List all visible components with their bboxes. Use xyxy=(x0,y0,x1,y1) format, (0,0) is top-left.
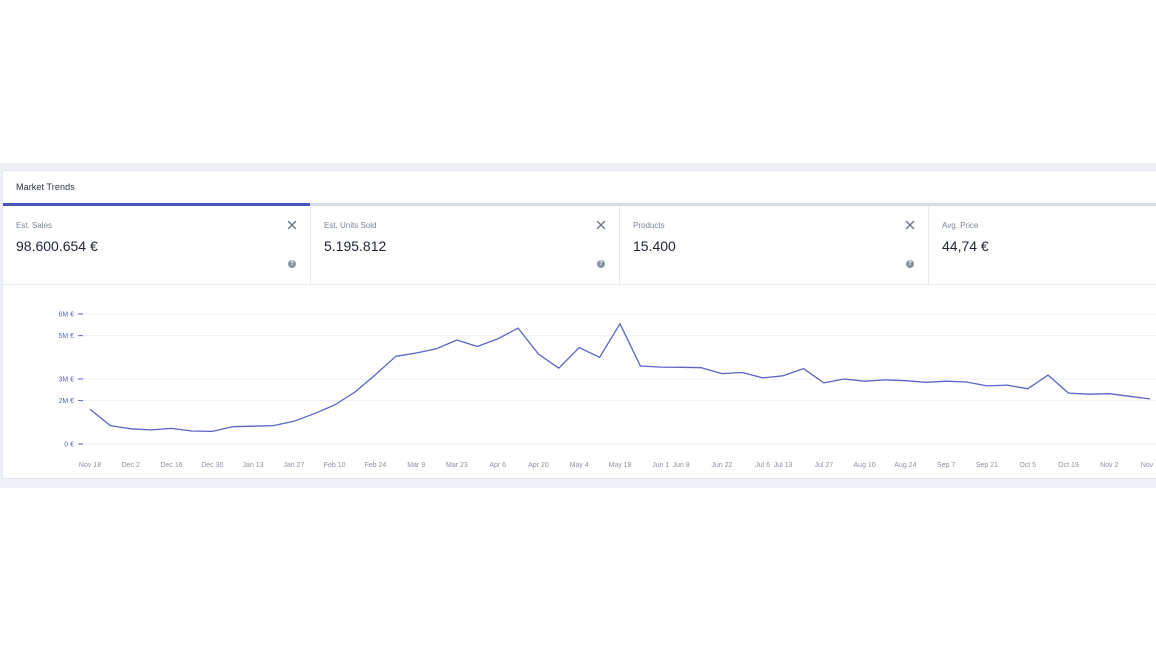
metric-label: Products xyxy=(633,221,665,230)
close-icon[interactable] xyxy=(287,220,297,230)
market-trends-card: Market Trends Est. Sales 98.600.654 € ? … xyxy=(2,170,1156,479)
metric-tab-avg-price[interactable]: Avg. Price 44,74 € xyxy=(929,206,1156,285)
metric-value: 15.400 xyxy=(633,238,676,254)
metric-value: 98.600.654 € xyxy=(16,238,98,254)
y-tick-label: 0 € xyxy=(64,442,74,449)
card-title: Market Trends xyxy=(16,182,75,192)
close-icon[interactable] xyxy=(596,220,606,230)
x-tick-label: Mar 9 xyxy=(407,462,425,469)
close-icon[interactable] xyxy=(905,220,915,230)
question-mark-icon[interactable]: ? xyxy=(288,260,296,268)
x-tick-label: Jan 27 xyxy=(283,462,304,469)
x-tick-label: Sep 21 xyxy=(976,462,998,469)
x-tick-label: Oct 19 xyxy=(1058,462,1079,469)
x-tick-label: Jun 22 xyxy=(711,462,732,469)
question-mark-icon[interactable]: ? xyxy=(597,260,605,268)
metric-tabs-indicator xyxy=(3,203,1156,206)
metrics-row: Est. Sales 98.600.654 € ? Est. Units Sol… xyxy=(3,206,1156,285)
x-tick-label: Feb 10 xyxy=(324,462,346,469)
card-header: Market Trends xyxy=(3,171,1156,205)
x-tick-label: Mar 23 xyxy=(446,462,468,469)
x-tick-label: Sep 7 xyxy=(937,462,955,469)
x-tick-label: Jun 1 xyxy=(652,462,669,469)
metric-tab-est-units-sold[interactable]: Est. Units Sold 5.195.812 ? xyxy=(311,206,620,285)
x-tick-label: Jun 8 xyxy=(673,462,690,469)
x-tick-label: May 18 xyxy=(609,462,632,469)
y-tick-label: 5M € xyxy=(58,333,74,340)
y-tick-label: 6M € xyxy=(58,312,74,319)
x-tick-label: May 4 xyxy=(570,462,589,469)
x-tick-label: Jan 13 xyxy=(243,462,264,469)
metric-value: 5.195.812 xyxy=(324,238,387,254)
x-tick-label: Jul 6 xyxy=(755,462,770,469)
question-mark-icon[interactable]: ? xyxy=(906,260,914,268)
sales-line-chart: 0 € 2M € 3M € 5M € 6M € Nov 18 Dec 2 Dec 16 Dec … xyxy=(58,312,1156,469)
x-tick-label: Dec 16 xyxy=(160,462,182,469)
x-tick-label: Nov 18 xyxy=(79,462,101,469)
y-tick-label: 3M € xyxy=(58,377,74,384)
x-tick-label: Dec 30 xyxy=(201,462,223,469)
metric-label: Avg. Price xyxy=(942,221,979,230)
metric-label: Est. Sales xyxy=(16,221,53,230)
x-tick-label: Aug 10 xyxy=(854,462,876,469)
series-line xyxy=(89,323,1151,433)
metric-value: 44,74 € xyxy=(942,238,989,254)
x-tick-label: Nov 2 xyxy=(1100,462,1118,469)
x-tick-label: Nov 1 xyxy=(1141,462,1156,469)
metric-label: Est. Units Sold xyxy=(324,221,377,230)
active-tab-indicator xyxy=(3,203,310,206)
y-tick-label: 2M € xyxy=(58,398,74,405)
x-tick-label: Dec 2 xyxy=(122,462,140,469)
x-tick-label: Aug 24 xyxy=(894,462,916,469)
metric-tab-est-sales[interactable]: Est. Sales 98.600.654 € ? xyxy=(3,206,311,285)
x-tick-label: Apr 6 xyxy=(489,462,506,469)
x-tick-label: Oct 5 xyxy=(1019,462,1036,469)
x-tick-label: Jul 13 xyxy=(774,462,793,469)
x-tick-label: Apr 20 xyxy=(528,462,549,469)
metric-tab-products[interactable]: Products 15.400 ? xyxy=(620,206,929,285)
x-tick-label: Jul 27 xyxy=(815,462,834,469)
x-tick-label: Feb 24 xyxy=(364,462,386,469)
